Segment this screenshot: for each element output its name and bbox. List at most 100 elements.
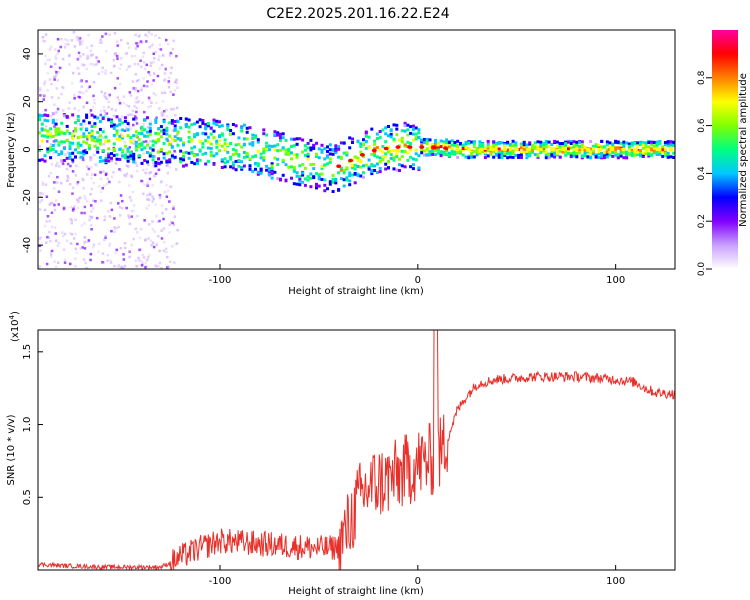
spectral-cell [417,154,421,158]
spectral-cell [93,122,97,126]
noise-cell [149,105,152,108]
spectral-cell [179,160,183,164]
spectral-cell [572,143,576,147]
spectral-cell [511,155,515,159]
spectral-cell [38,158,41,162]
noise-cell [84,261,87,265]
spectral-cell [104,159,108,163]
spectral-cell [619,151,623,155]
noise-cell [135,79,139,83]
spectral-cell [60,159,64,163]
spectral-cell [168,121,172,125]
noise-cell [147,171,151,175]
spectral-cell [292,182,296,186]
spectral-cell [204,139,208,143]
spectral-cell [378,130,382,133]
noise-cell [99,171,102,174]
spectral-cell [544,145,548,149]
spectral-cell [76,141,80,145]
spectral-cell [85,127,89,131]
spectral-cell [309,185,313,189]
noise-cell [69,262,72,266]
spectral-cell [234,151,238,155]
spectral-cell [423,149,426,153]
spectral-cell [206,124,210,128]
noise-cell [172,107,175,111]
spectral-cell [259,171,263,175]
spectral-cell [464,142,468,146]
noise-cell [102,184,106,187]
noise-cell [126,113,130,117]
spectral-cell [506,148,510,152]
spectral-cell [389,149,393,153]
y-tick-label: -20 [22,189,33,205]
spectral-cell [348,174,352,177]
noise-cell [90,177,93,180]
spectral-cell [85,135,89,139]
noise-cell [146,126,149,129]
noise-cell [175,118,179,121]
spectral-cell [395,127,399,131]
spectral-cell [627,149,631,153]
noise-cell [134,33,137,37]
spectral-cell [414,132,418,136]
spectral-cell [627,152,631,156]
spectral-cell [157,132,161,136]
spectral-cell [96,150,100,154]
noise-cell [135,122,139,125]
noise-cell [146,184,150,187]
snr-scale-exponent: 4 [8,314,16,319]
spectral-cell [309,146,313,150]
spectral-cell [118,134,122,138]
spectral-cell [240,126,244,130]
spectral-cell [267,144,271,148]
spectral-cell [295,182,299,186]
noise-cell [146,194,149,197]
spectral-cell [254,154,257,158]
spectral-cell [306,152,310,156]
spectral-cell [395,133,399,137]
noise-cell [164,67,167,71]
spectral-cell [176,120,180,123]
noise-cell [43,208,47,212]
spectral-cell [547,144,551,148]
noise-cell [165,195,169,198]
spectral-cell [265,147,269,151]
spectral-cell [204,127,208,131]
noise-cell [122,173,126,177]
noise-cell [73,107,76,110]
noise-cell [134,100,137,104]
spectral-cell [378,166,382,170]
spectral-cell [248,157,252,161]
spectral-cell [57,153,61,156]
noise-cell [125,68,129,71]
noise-cell [59,45,62,49]
noise-cell [82,243,86,246]
noise-cell [148,73,152,77]
spectral-cell [663,141,667,144]
spectral-cell [215,152,219,156]
spectral-cell [259,156,263,160]
noise-cell [58,165,61,168]
x-tick-label: -100 [209,275,232,286]
spectral-cell [57,143,61,147]
spectral-cell [456,151,460,155]
noise-cell [105,112,109,115]
spectral-cell [118,118,122,122]
spectral-cell [431,152,435,156]
spectral-cell [431,143,435,147]
noise-cell [102,136,105,139]
spectral-cell [472,145,476,149]
spectral-cell [179,126,183,130]
noise-cell [125,126,128,130]
spectral-cell [517,155,521,159]
spectral-cell [600,139,604,143]
spectral-cell [650,147,654,151]
spectral-cell [605,143,609,147]
spectral-cell [204,151,208,155]
spectral-cell [497,150,501,154]
noise-cell [139,40,143,43]
spectral-cell [531,150,534,154]
noise-cell [135,42,138,45]
